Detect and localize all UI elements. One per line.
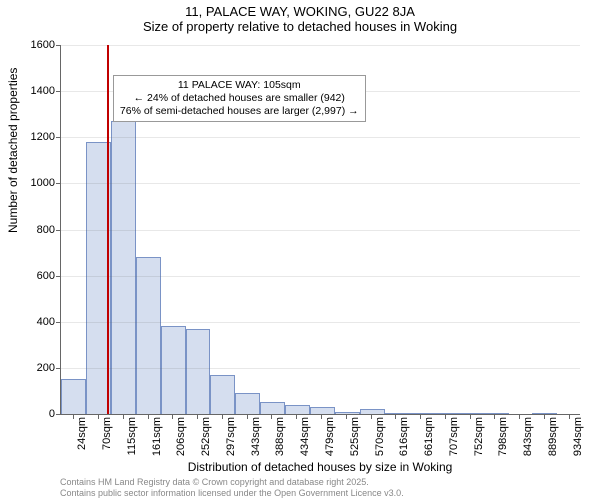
bar xyxy=(210,375,235,414)
bar xyxy=(360,409,385,414)
x-tick-label: 161sqm xyxy=(151,417,163,456)
y-tick: 1400 xyxy=(31,85,61,97)
x-tick-label: 343sqm xyxy=(250,417,262,456)
bar xyxy=(410,413,435,414)
x-tick-label: 661sqm xyxy=(423,417,435,456)
bar xyxy=(335,412,360,414)
x-tick-mark xyxy=(371,414,372,419)
x-tick-mark xyxy=(172,414,173,419)
x-tick-mark xyxy=(494,414,495,419)
x-tick-label: 115sqm xyxy=(126,417,138,455)
bar xyxy=(484,413,509,414)
x-tick-mark xyxy=(544,414,545,419)
x-tick-label: 616sqm xyxy=(398,417,410,456)
x-tick-mark xyxy=(247,414,248,419)
x-tick-label: 889sqm xyxy=(547,417,559,456)
x-tick-mark xyxy=(420,414,421,419)
title-line-1: 11, PALACE WAY, WOKING, GU22 8JA xyxy=(0,4,600,19)
y-tick: 800 xyxy=(37,224,61,236)
x-tick-label: 479sqm xyxy=(324,417,336,456)
legend-line-1: 11 PALACE WAY: 105sqm xyxy=(120,79,359,92)
x-tick-mark xyxy=(197,414,198,419)
gridline xyxy=(61,322,580,323)
x-tick-label: 934sqm xyxy=(572,417,584,456)
reference-line xyxy=(107,45,109,414)
x-tick-mark xyxy=(321,414,322,419)
credit-line-2: Contains public sector information licen… xyxy=(60,488,404,498)
y-tick: 200 xyxy=(37,362,61,374)
bar xyxy=(310,407,335,414)
gridline xyxy=(61,276,580,277)
title-block: 11, PALACE WAY, WOKING, GU22 8JA Size of… xyxy=(0,4,600,34)
x-tick-label: 388sqm xyxy=(274,417,286,456)
credits: Contains HM Land Registry data © Crown c… xyxy=(60,477,404,498)
bar xyxy=(435,413,460,414)
legend-line-3: 76% of semi-detached houses are larger (… xyxy=(120,105,359,118)
legend-line-2: ← 24% of detached houses are smaller (94… xyxy=(120,92,359,105)
x-tick-label: 24sqm xyxy=(76,417,88,450)
gridline xyxy=(61,368,580,369)
x-tick-label: 206sqm xyxy=(175,417,187,456)
y-tick: 0 xyxy=(49,408,61,420)
x-tick-mark xyxy=(222,414,223,419)
x-tick-mark xyxy=(519,414,520,419)
x-tick-label: 752sqm xyxy=(473,417,485,456)
x-tick-mark xyxy=(73,414,74,419)
x-tick-mark xyxy=(569,414,570,419)
chart-wrapper: 11, PALACE WAY, WOKING, GU22 8JA Size of… xyxy=(0,0,600,500)
x-tick-mark xyxy=(271,414,272,419)
plot-area: 0200400600800100012001400160024sqm70sqm1… xyxy=(60,45,580,415)
y-axis-label: Number of detached properties xyxy=(6,68,20,233)
y-tick: 1200 xyxy=(31,131,61,143)
bar xyxy=(111,121,136,414)
x-tick-mark xyxy=(395,414,396,419)
x-tick-mark xyxy=(445,414,446,419)
x-axis-label: Distribution of detached houses by size … xyxy=(60,460,580,474)
x-tick-mark xyxy=(123,414,124,419)
bar xyxy=(186,329,211,414)
x-tick-mark xyxy=(98,414,99,419)
y-tick: 400 xyxy=(37,316,61,328)
bar xyxy=(460,413,485,414)
bar xyxy=(161,326,186,414)
gridline xyxy=(61,137,580,138)
x-tick-label: 70sqm xyxy=(101,417,113,450)
legend-box: 11 PALACE WAY: 105sqm← 24% of detached h… xyxy=(113,75,366,122)
bar xyxy=(285,405,310,414)
x-tick-label: 297sqm xyxy=(225,417,237,456)
title-line-2: Size of property relative to detached ho… xyxy=(0,19,600,34)
gridline xyxy=(61,45,580,46)
x-tick-label: 570sqm xyxy=(374,417,386,456)
x-tick-mark xyxy=(470,414,471,419)
bar xyxy=(260,402,285,414)
x-tick-mark xyxy=(296,414,297,419)
credit-line-1: Contains HM Land Registry data © Crown c… xyxy=(60,477,404,487)
x-tick-label: 798sqm xyxy=(497,417,509,456)
bar xyxy=(61,379,86,414)
x-tick-label: 252sqm xyxy=(200,417,212,456)
gridline xyxy=(61,230,580,231)
x-tick-mark xyxy=(346,414,347,419)
x-tick-mark xyxy=(148,414,149,419)
y-tick: 1000 xyxy=(31,177,61,189)
x-tick-label: 525sqm xyxy=(349,417,361,456)
x-tick-label: 843sqm xyxy=(522,417,534,456)
x-tick-label: 707sqm xyxy=(448,417,460,456)
bar xyxy=(385,413,410,414)
y-tick: 1600 xyxy=(31,39,61,51)
bar xyxy=(136,257,161,414)
gridline xyxy=(61,183,580,184)
bar xyxy=(235,393,260,414)
y-tick: 600 xyxy=(37,270,61,282)
x-tick-label: 434sqm xyxy=(299,417,311,456)
